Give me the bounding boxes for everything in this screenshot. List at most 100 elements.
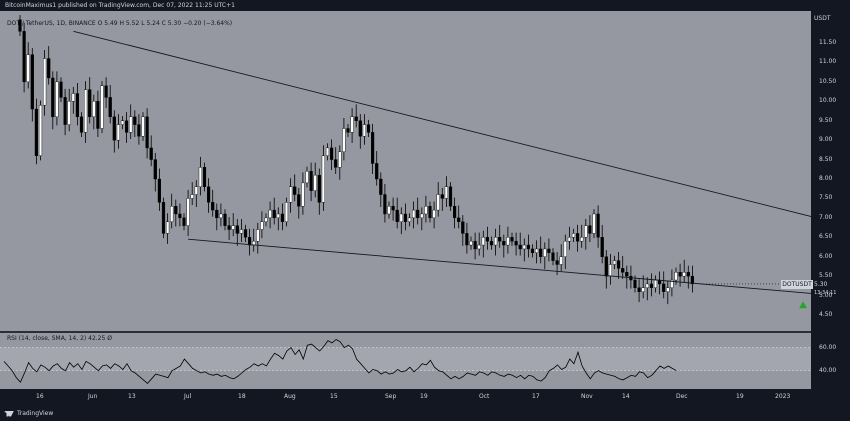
candle-down	[395, 209, 399, 222]
candle-up	[321, 155, 325, 203]
symbol-legend[interactable]: DOT / TetherUS, 1D, BINANCE O 5.49 H 5.5…	[7, 20, 233, 27]
candle-up	[612, 260, 617, 265]
candle-down	[383, 194, 387, 215]
candle-up	[653, 279, 658, 288]
rsi-legend[interactable]: RSI (14, close, SMA, 14, 2) 42.25 Ø	[7, 335, 112, 342]
candle-up	[38, 104, 43, 156]
candle-down	[149, 147, 153, 160]
price-tick-label: 11.50	[819, 39, 837, 46]
candle-down	[440, 194, 444, 199]
candle-up	[26, 54, 30, 83]
candle-up	[289, 186, 293, 203]
time-tick-label: Dec	[676, 393, 688, 400]
candle-down	[215, 209, 219, 219]
candle-down	[137, 124, 141, 137]
candle-up	[682, 272, 686, 277]
candle-down	[346, 128, 350, 133]
candle-up	[141, 116, 145, 137]
candle-down	[371, 132, 375, 164]
candle-down	[334, 159, 338, 168]
candle-down	[625, 272, 629, 277]
candle-up	[666, 287, 670, 292]
candle-up	[55, 81, 59, 118]
time-tick-label: 2023	[775, 393, 791, 400]
candle-up	[350, 116, 354, 133]
candle-down	[375, 163, 379, 180]
trendline	[188, 238, 850, 298]
candle-down	[518, 244, 522, 250]
rsi-tick-label: 60.00	[819, 343, 837, 351]
candle-down	[223, 213, 227, 226]
candle-up	[432, 209, 436, 219]
candle-down	[510, 237, 514, 242]
currency-label[interactable]: USDT	[814, 15, 831, 22]
candle-up	[100, 85, 104, 129]
candle-up	[338, 151, 342, 168]
candle-up	[469, 240, 473, 246]
candle-down	[79, 116, 84, 133]
candle-down	[22, 31, 26, 83]
candle-down	[662, 283, 666, 292]
tradingview-logo-text: TradingView	[17, 410, 54, 417]
candle-down	[457, 217, 461, 222]
candle-up	[571, 233, 576, 238]
time-tick-label: Aug	[284, 393, 296, 400]
candle-down	[555, 260, 559, 265]
candle-down	[206, 186, 211, 203]
tradingview-logo[interactable]: TradingView	[4, 410, 53, 417]
candle-up	[424, 205, 428, 215]
candle-down	[428, 205, 432, 219]
candle-up	[231, 225, 235, 230]
candle-up	[535, 248, 539, 254]
candle-down	[272, 209, 276, 219]
candle-up	[567, 237, 571, 242]
candle-up	[325, 147, 330, 156]
candle-down	[145, 116, 149, 149]
candle-down	[403, 213, 407, 222]
candle-up	[313, 174, 317, 191]
candle-down	[280, 213, 284, 222]
candle-down	[112, 116, 116, 141]
time-tick-label: 18	[238, 393, 246, 400]
candle-up	[563, 240, 567, 257]
candle-up	[436, 194, 440, 211]
candle-up	[120, 120, 125, 125]
candle-up	[194, 186, 198, 195]
rsi-band	[0, 347, 811, 371]
price-tick-label: 6.00	[819, 252, 833, 260]
candle-down	[686, 272, 690, 277]
time-tick-label: 19	[420, 393, 428, 400]
time-tick-label: Jul	[184, 393, 192, 400]
candle-up	[580, 237, 584, 242]
price-tick-label: 7.50	[819, 194, 833, 202]
candle-up	[268, 209, 272, 219]
candle-up	[387, 205, 391, 215]
candle-up	[362, 124, 366, 137]
candle-down	[51, 77, 55, 118]
candle-down	[461, 221, 465, 234]
candle-down	[96, 101, 100, 129]
candle-down	[416, 209, 420, 219]
candle-up	[444, 186, 448, 199]
marker-up-arrow	[799, 301, 808, 309]
candle-down	[489, 240, 494, 246]
candle-down	[530, 248, 535, 254]
candle-up	[559, 256, 563, 265]
candle-down	[157, 178, 161, 203]
price-tick-label: 7.00	[819, 213, 833, 221]
candle-down	[174, 205, 178, 215]
candle-up	[284, 202, 289, 222]
candle-down	[317, 174, 321, 203]
candle-down	[88, 89, 92, 118]
price-tick-label: 5.00	[819, 291, 833, 299]
pane-separator[interactable]	[0, 331, 811, 333]
price-tick-label: 10.50	[819, 77, 837, 85]
candle-down	[354, 116, 358, 121]
candle-down	[247, 237, 252, 246]
price-tick-label: 11.00	[819, 58, 837, 66]
candle-up	[43, 58, 47, 106]
candle-down	[227, 225, 231, 230]
rsi-line	[3, 339, 677, 384]
